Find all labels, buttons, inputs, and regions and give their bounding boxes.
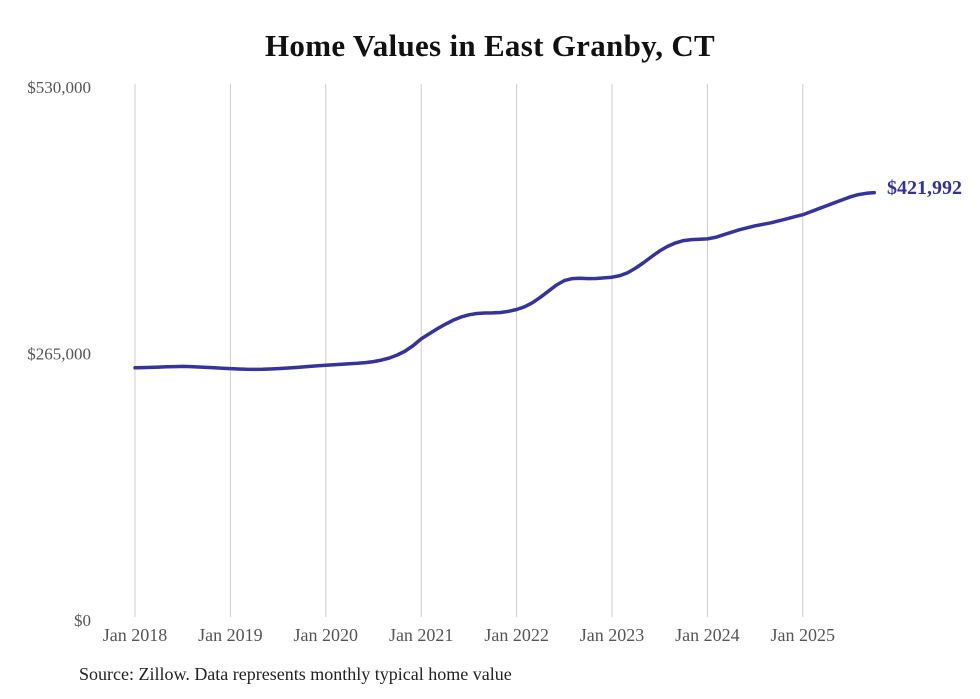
x-tick-label: Jan 2025 [771, 625, 836, 645]
source-note: Source: Zillow. Data represents monthly … [79, 664, 512, 684]
home-value-line [133, 190, 877, 372]
x-tick-label: Jan 2023 [580, 625, 645, 645]
x-tick-label: Jan 2024 [675, 625, 740, 645]
y-tick-label: $530,000 [27, 78, 91, 97]
x-tick-label: Jan 2022 [484, 625, 549, 645]
x-tick-label: Jan 2019 [198, 625, 263, 645]
x-tick-label: Jan 2020 [294, 625, 359, 645]
x-tick-label: Jan 2018 [103, 625, 168, 645]
y-tick-label: $265,000 [27, 345, 91, 364]
y-tick-label: $0 [74, 611, 91, 630]
latest-value-label: $421,992 [887, 177, 962, 199]
chart-title: Home Values in East Granby, CT [265, 28, 715, 63]
x-tick-label: Jan 2021 [389, 625, 454, 645]
